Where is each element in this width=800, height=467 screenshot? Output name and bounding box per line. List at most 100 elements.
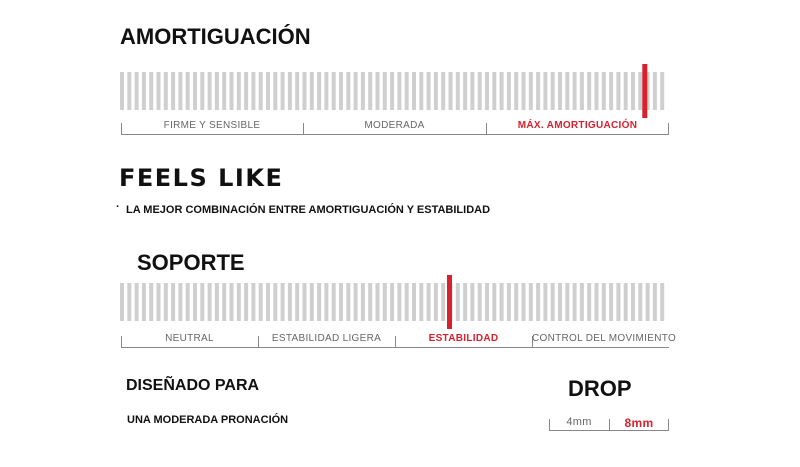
cushioning-bar [448, 72, 453, 110]
support-bar [222, 283, 227, 321]
cushioning-bar [295, 72, 300, 110]
cushioning-bar [222, 72, 227, 110]
support-bar [652, 283, 657, 321]
support-bar [477, 283, 482, 321]
designed-for-text: UNA MODERADA PRONACIÓN [127, 414, 289, 426]
support-bar [638, 283, 643, 321]
support-bar [579, 283, 584, 321]
support-bar [258, 283, 263, 321]
support-bar [229, 283, 234, 321]
designed-for-title: DISEÑADO PARA [126, 377, 260, 394]
cushioning-bar [412, 72, 416, 110]
drop-option-4mm: 4mm [549, 416, 609, 431]
cushioning-bar [470, 72, 475, 110]
cushioning-bar [251, 72, 256, 110]
support-bar [521, 283, 526, 321]
support-bar [368, 283, 373, 321]
support-bar [536, 283, 541, 321]
support-bar [309, 283, 314, 321]
cushioning-bar [550, 72, 555, 110]
cushioning-bars [120, 64, 665, 118]
cushioning-bar [178, 72, 183, 110]
cushioning-segment-label: MÁX. AMORTIGUACIÓN [517, 120, 638, 131]
support-bar [178, 283, 183, 321]
drop-option-label: 4mm [566, 416, 592, 428]
cushioning-segment-moderate: MODERADA [303, 120, 486, 135]
cushioning-bar [382, 72, 387, 110]
support-bar [390, 283, 395, 321]
cushioning-bar [134, 72, 139, 110]
support-bar [558, 283, 562, 321]
cushioning-bar [346, 72, 351, 110]
support-bar [550, 283, 555, 321]
support-bar [193, 283, 197, 321]
support-segment-neutral: NEUTRAL [121, 333, 258, 348]
support-bar [200, 283, 205, 321]
cushioning-bar [229, 72, 234, 110]
cushioning-bar [171, 72, 176, 110]
cushioning-bar [426, 72, 431, 110]
support-bar [470, 283, 475, 321]
support-bar [433, 283, 438, 321]
support-bar [207, 283, 212, 321]
cushioning-segments: FIRME Y SENSIBLE MODERADA MÁX. AMORTIGUA… [121, 120, 669, 135]
cushioning-bar [214, 72, 219, 110]
cushioning-bar [499, 72, 504, 110]
cushioning-segment-label: FIRME Y SENSIBLE [163, 120, 261, 131]
support-segment-label: CONTROL DEL MOVIMIENTO [532, 333, 677, 344]
support-segment-stability: ESTABILIDAD [395, 333, 532, 348]
support-bar [616, 283, 621, 321]
support-bar [382, 283, 387, 321]
support-bar [244, 283, 249, 321]
support-bar [601, 283, 606, 321]
cushioning-bar [485, 72, 489, 110]
support-bar [273, 283, 278, 321]
support-bar [419, 283, 424, 321]
cushioning-bar [419, 72, 424, 110]
support-bar [171, 283, 176, 321]
cushioning-scale [120, 64, 670, 118]
cushioning-bar [207, 72, 212, 110]
support-bar [360, 283, 365, 321]
support-bar [485, 283, 489, 321]
cushioning-bar [587, 72, 592, 110]
cushioning-bar [185, 72, 190, 110]
support-segment-light: ESTABILIDAD LIGERA [258, 333, 395, 348]
support-level-marker [447, 275, 452, 329]
cushioning-bar [660, 72, 665, 110]
feels-like-title: FEELS LIKE [119, 164, 284, 192]
support-bar [623, 283, 628, 321]
support-bar [455, 283, 460, 321]
drop-title: DROP [568, 376, 632, 401]
cushioning-bar [441, 72, 446, 110]
support-bar [236, 283, 241, 321]
cushioning-bar [455, 72, 460, 110]
cushioning-bar [572, 72, 577, 110]
cushioning-bar [375, 72, 380, 110]
cushioning-bar [463, 72, 468, 110]
support-bar [594, 283, 599, 321]
cushioning-bar [317, 72, 322, 110]
support-bar [120, 283, 124, 321]
support-bar [353, 283, 358, 321]
cushioning-bar [368, 72, 373, 110]
support-bar [163, 283, 168, 321]
support-segment-motion-control: CONTROL DEL MOVIMIENTO [532, 333, 676, 348]
drop-option-label: 8mm [624, 416, 654, 430]
support-bar [528, 283, 533, 321]
support-bar [295, 283, 300, 321]
drop-option-8mm: 8mm [609, 416, 669, 431]
support-scale [120, 275, 670, 329]
support-bar [214, 283, 219, 321]
cushioning-bar [638, 72, 643, 110]
cushioning-bar [558, 72, 562, 110]
support-segment-label: NEUTRAL [165, 333, 214, 344]
support-bar [156, 283, 161, 321]
cushioning-bar [609, 72, 614, 110]
cushioning-title: AMORTIGUACIÓN [120, 24, 311, 49]
cushioning-bar [193, 72, 197, 110]
cushioning-bar [616, 72, 621, 110]
cushioning-bar [579, 72, 584, 110]
cushioning-bar [521, 72, 526, 110]
support-bar [331, 283, 336, 321]
